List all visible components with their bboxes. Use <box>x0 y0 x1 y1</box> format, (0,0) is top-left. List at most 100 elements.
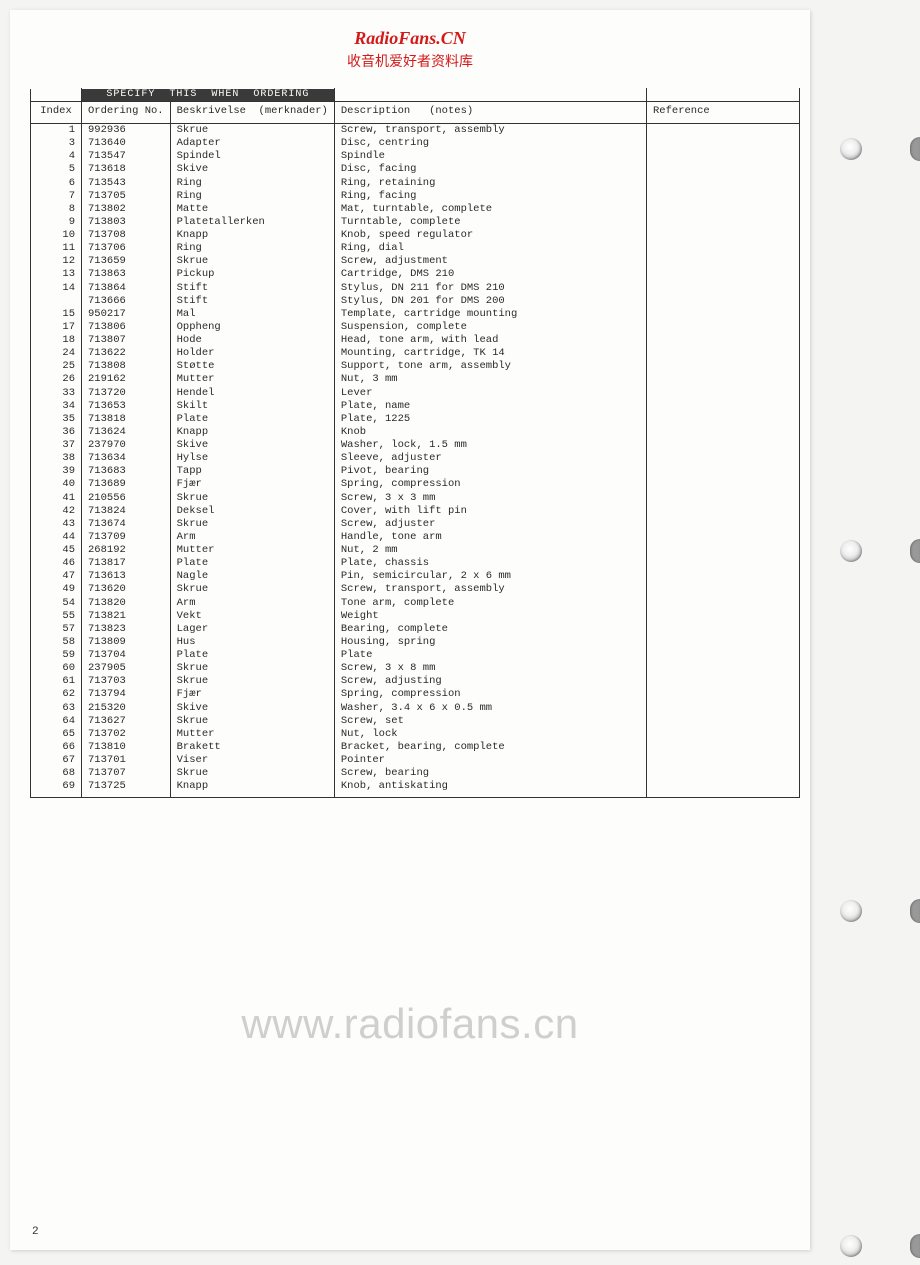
cell-description: Screw, adjusting <box>334 675 646 688</box>
table-row: 24713622HolderMounting, cartridge, TK 14 <box>31 347 800 360</box>
cell-description: Plate, chassis <box>334 557 646 570</box>
table-row: 5713618SkiveDisc, facing <box>31 163 800 176</box>
cell-beskrivelse: Nagle <box>170 570 334 583</box>
cell-ordering: 713634 <box>82 452 171 465</box>
table-row: 1992936SkrueScrew, transport, assembly <box>31 124 800 138</box>
cell-beskrivelse: Ring <box>170 190 334 203</box>
cell-ordering: 713622 <box>82 347 171 360</box>
table-row: 60237905SkrueScrew, 3 x 8 mm <box>31 662 800 675</box>
table-row: 62713794FjærSpring, compression <box>31 688 800 701</box>
table-row: 14713864StiftStylus, DN 211 for DMS 210 <box>31 282 800 295</box>
table-row: 63215320SkiveWasher, 3.4 x 6 x 0.5 mm <box>31 702 800 715</box>
cell-index: 60 <box>31 662 82 675</box>
cell-index: 38 <box>31 452 82 465</box>
cell-index: 11 <box>31 242 82 255</box>
cell-index <box>31 295 82 308</box>
cell-index: 33 <box>31 387 82 400</box>
cell-reference <box>647 531 800 544</box>
cell-reference <box>647 570 800 583</box>
table-row: 3713640AdapterDisc, centring <box>31 137 800 150</box>
col-ordering: Ordering No. <box>82 102 171 124</box>
cell-ordering: 713810 <box>82 741 171 754</box>
table-row: 15950217MalTemplate, cartridge mounting <box>31 308 800 321</box>
cell-ordering: 713653 <box>82 400 171 413</box>
cell-description: Screw, transport, assembly <box>334 583 646 596</box>
cell-description: Screw, 3 x 8 mm <box>334 662 646 675</box>
cell-index: 5 <box>31 163 82 176</box>
cell-description: Ring, dial <box>334 242 646 255</box>
cell-beskrivelse: Ring <box>170 177 334 190</box>
site-title: RadioFans.CN <box>10 28 810 49</box>
cell-reference <box>647 478 800 491</box>
table-row: 17713806OpphengSuspension, complete <box>31 321 800 334</box>
cell-description: Tone arm, complete <box>334 597 646 610</box>
cell-description: Disc, facing <box>334 163 646 176</box>
cell-index: 9 <box>31 216 82 229</box>
cell-reference <box>647 544 800 557</box>
table-row: 49713620SkrueScrew, transport, assembly <box>31 583 800 596</box>
cell-ordering: 713817 <box>82 557 171 570</box>
cell-beskrivelse: Skrue <box>170 518 334 531</box>
cell-beskrivelse: Skrue <box>170 767 334 780</box>
table-row: 45268192MutterNut, 2 mm <box>31 544 800 557</box>
cell-reference <box>647 728 800 741</box>
cell-index: 62 <box>31 688 82 701</box>
cell-beskrivelse: Adapter <box>170 137 334 150</box>
cell-ordering: 713666 <box>82 295 171 308</box>
cell-beskrivelse: Hylse <box>170 452 334 465</box>
cell-description: Screw, transport, assembly <box>334 124 646 138</box>
cell-description: Mounting, cartridge, TK 14 <box>334 347 646 360</box>
cell-description: Pointer <box>334 754 646 767</box>
cell-ordering: 215320 <box>82 702 171 715</box>
cell-description: Housing, spring <box>334 636 646 649</box>
cell-reference <box>647 754 800 767</box>
cell-description: Spring, compression <box>334 688 646 701</box>
cell-ordering: 713624 <box>82 426 171 439</box>
cell-index: 3 <box>31 137 82 150</box>
cell-index: 39 <box>31 465 82 478</box>
cell-beskrivelse: Holder <box>170 347 334 360</box>
cell-ordering: 713674 <box>82 518 171 531</box>
table-row: 26219162MutterNut, 3 mm <box>31 373 800 386</box>
cell-description: Support, tone arm, assembly <box>334 360 646 373</box>
cell-reference <box>647 741 800 754</box>
table-row: 43713674SkrueScrew, adjuster <box>31 518 800 531</box>
cell-index: 61 <box>31 675 82 688</box>
cell-ordering: 713863 <box>82 268 171 281</box>
table-row: 68713707SkrueScrew, bearing <box>31 767 800 780</box>
cell-beskrivelse: Hendel <box>170 387 334 400</box>
cell-reference <box>647 702 800 715</box>
cell-reference <box>647 597 800 610</box>
cell-reference <box>647 583 800 596</box>
cell-index: 59 <box>31 649 82 662</box>
cell-reference <box>647 636 800 649</box>
cell-description: Cartridge, DMS 210 <box>334 268 646 281</box>
parts-table-body: 1992936SkrueScrew, transport, assembly37… <box>31 124 800 798</box>
table-row: 64713627SkrueScrew, set <box>31 715 800 728</box>
cell-description: Screw, bearing <box>334 767 646 780</box>
cell-description: Spindle <box>334 150 646 163</box>
cell-description: Mat, turntable, complete <box>334 203 646 216</box>
cell-ordering: 713701 <box>82 754 171 767</box>
table-row: 42713824DekselCover, with lift pin <box>31 505 800 518</box>
cell-reference <box>647 492 800 505</box>
punch-hole <box>840 900 862 922</box>
cell-index: 36 <box>31 426 82 439</box>
col-description: Description (notes) <box>334 102 646 124</box>
cell-index: 57 <box>31 623 82 636</box>
cell-description: Bracket, bearing, complete <box>334 741 646 754</box>
cell-ordering: 713709 <box>82 531 171 544</box>
cell-beskrivelse: Skrue <box>170 255 334 268</box>
cell-reference <box>647 295 800 308</box>
cell-reference <box>647 282 800 295</box>
cell-beskrivelse: Viser <box>170 754 334 767</box>
cell-reference <box>647 623 800 636</box>
cell-reference <box>647 715 800 728</box>
cell-index: 49 <box>31 583 82 596</box>
cell-beskrivelse: Plate <box>170 649 334 662</box>
cell-index: 4 <box>31 150 82 163</box>
cell-reference <box>647 373 800 386</box>
cell-reference <box>647 150 800 163</box>
cell-ordering: 713707 <box>82 767 171 780</box>
cell-reference <box>647 242 800 255</box>
